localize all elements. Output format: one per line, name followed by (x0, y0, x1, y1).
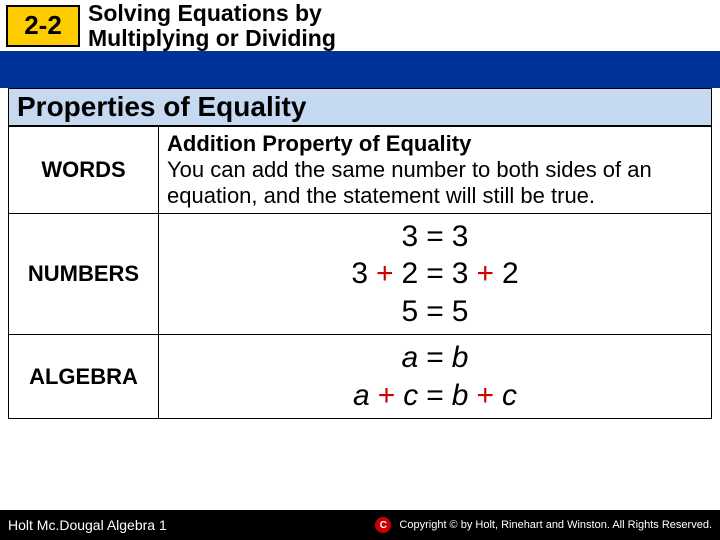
plus-token: + (372, 255, 398, 293)
math-token: a (349, 377, 374, 415)
table-title: Properties of Equality (8, 88, 712, 126)
footer-left-text: Holt Mc.Dougal Algebra 1 (8, 517, 167, 533)
content-area: Properties of Equality WORDS Addition Pr… (0, 88, 720, 419)
math-token: 2 (498, 255, 523, 293)
words-label: WORDS (9, 127, 159, 214)
title-line-1: Solving Equations by (88, 1, 336, 25)
numbers-line-1: 3 = 3 (167, 218, 703, 256)
property-body: You can add the same number to both side… (167, 157, 703, 209)
math-token: c (399, 377, 422, 415)
title-line-2: Multiplying or Dividing (88, 26, 336, 50)
numbers-label: NUMBERS (9, 213, 159, 335)
math-token: c (498, 377, 521, 415)
section-number: 2-2 (24, 10, 62, 41)
copyright-text: Copyright © by Holt, Rinehart and Winsto… (399, 519, 712, 531)
math-token: 3 (347, 255, 372, 293)
footer-right: C Copyright © by Holt, Rinehart and Wins… (375, 517, 712, 533)
numbers-line-2: 3 + 2 = 3 + 2 (167, 255, 703, 293)
section-number-box: 2-2 (6, 5, 80, 47)
algebra-label: ALGEBRA (9, 335, 159, 419)
math-token: = (422, 293, 448, 331)
numbers-math-cell: 3 = 3 3 + 2 = 3 + 2 5 = 5 (159, 213, 712, 335)
header: 2-2 Solving Equations by Multiplying or … (0, 0, 720, 54)
algebra-math-cell: a = b a + c = b + c (159, 335, 712, 419)
math-token: = (422, 218, 448, 256)
math-token: = (422, 255, 448, 293)
property-heading: Addition Property of Equality (167, 131, 703, 157)
algebra-row: ALGEBRA a = b a + c = b + c (9, 335, 712, 419)
math-token: 2 (398, 255, 423, 293)
numbers-line-3: 5 = 5 (167, 293, 703, 331)
words-description-cell: Addition Property of Equality You can ad… (159, 127, 712, 214)
words-row: WORDS Addition Property of Equality You … (9, 127, 712, 214)
math-token: = (422, 377, 448, 415)
math-token: a (398, 339, 423, 377)
math-token: 5 (448, 293, 473, 331)
plus-token: + (374, 377, 400, 415)
algebra-line-2: a + c = b + c (167, 377, 703, 415)
blue-separator-bar (0, 54, 720, 88)
math-token: 3 (398, 218, 423, 256)
numbers-row: NUMBERS 3 = 3 3 + 2 = 3 + 2 5 (9, 213, 712, 335)
math-token: 5 (398, 293, 423, 331)
plus-token: + (472, 377, 498, 415)
math-token: b (448, 377, 473, 415)
math-token: 3 (448, 255, 473, 293)
algebra-line-1: a = b (167, 339, 703, 377)
plus-token: + (472, 255, 498, 293)
math-token: b (448, 339, 473, 377)
math-token: = (422, 339, 448, 377)
copyright-icon: C (375, 517, 391, 533)
math-token: 3 (448, 218, 473, 256)
properties-table: WORDS Addition Property of Equality You … (8, 126, 712, 419)
lesson-title: Solving Equations by Multiplying or Divi… (88, 1, 336, 49)
footer: Holt Mc.Dougal Algebra 1 C Copyright © b… (0, 510, 720, 540)
